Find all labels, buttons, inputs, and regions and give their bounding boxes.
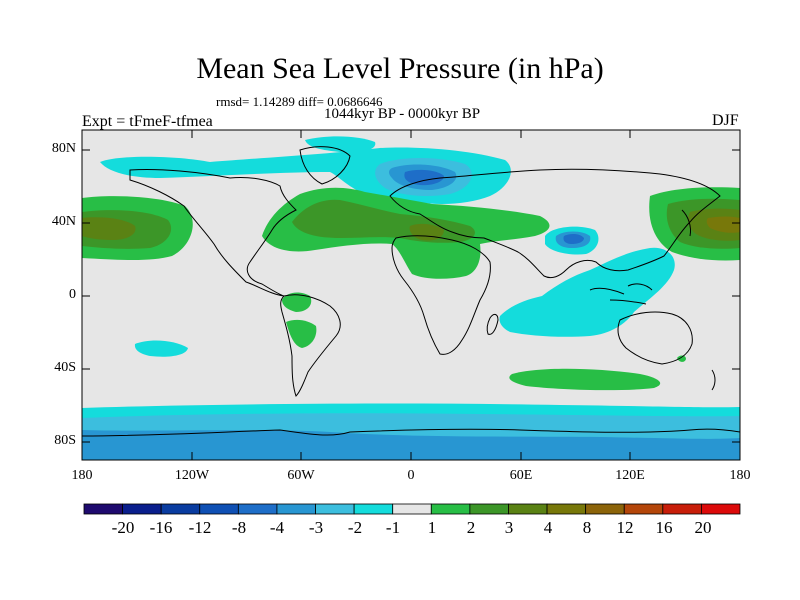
contour-antarctica-minus3: [82, 430, 740, 460]
coastlines: [82, 146, 740, 437]
map-title: Mean Sea Level Pressure (in hPa): [196, 52, 604, 85]
coast-japan: [681, 209, 691, 237]
coast-africa: [391, 235, 491, 355]
colorbar-segment: [392, 503, 432, 515]
colorbar-label: 2: [466, 518, 476, 537]
colorbar-label: 4: [543, 518, 553, 537]
colorbar-segment: [122, 503, 162, 515]
colorbar-label: -2: [347, 518, 363, 537]
y-tick-label: 80N: [51, 141, 76, 156]
coast-eurasia: [389, 168, 721, 279]
colorbar-segment: [701, 503, 741, 515]
season-label: DJF: [712, 112, 739, 129]
colorbar-segment: [160, 503, 201, 515]
colorbar-segment: [276, 503, 316, 515]
contour-south-america-plus1b: [286, 319, 317, 348]
colorbar-segment: [315, 503, 355, 515]
colorbar-label: -3: [308, 518, 324, 537]
contour-nao-minus4: [404, 169, 444, 186]
coast-australia: [617, 311, 693, 365]
colorbar-label: -16: [149, 518, 173, 537]
contour-arctic-patch-minus1: [305, 136, 376, 153]
colorbar-segment: [430, 503, 471, 515]
map-field: [82, 130, 740, 460]
x-tick-label: 0: [407, 468, 415, 483]
contour-eurasia-plus3: [409, 223, 444, 241]
colorbar-segment: [353, 503, 394, 515]
colorbar-label: 12: [616, 518, 634, 537]
coast-north-america: [129, 168, 297, 297]
x-tick-label: 120W: [174, 468, 210, 483]
contour-pacific-spot-plus1: [677, 355, 686, 362]
colorbar-label: 8: [582, 518, 592, 537]
colorbar: [83, 503, 741, 515]
colorbar-label: -1: [385, 518, 401, 537]
contour-south-america-patch-minus1: [134, 340, 188, 357]
colorbar-segment: [623, 503, 664, 515]
coast-madagascar: [486, 313, 499, 335]
period-label: 1044kyr BP - 0000kyr BP: [324, 106, 481, 122]
colorbar-segment: [662, 503, 702, 515]
x-tick-label: 180: [729, 468, 751, 483]
x-tick-label: 180: [71, 468, 93, 483]
y-tick-label: 80S: [54, 433, 76, 448]
contour-indian-ocean-minus1: [499, 247, 675, 337]
colorbar-label: -12: [188, 518, 212, 537]
y-tick-label: 0: [69, 287, 76, 302]
x-tick-label: 60E: [509, 468, 533, 483]
y-tick-label: 40S: [54, 360, 76, 375]
colorbar-label: -8: [231, 518, 247, 537]
coast-indonesia: [589, 283, 653, 305]
contour-south-america-plus1a: [282, 292, 312, 312]
colorbar-segment: [585, 503, 625, 515]
contour-south-indian-plus1: [509, 368, 661, 391]
colorbar-segment: [83, 503, 123, 515]
contour-tibet-minus4: [563, 233, 584, 244]
contour-east-pacific-plus3: [82, 217, 136, 240]
coast-new-zealand: [711, 369, 716, 391]
colorbar-segment: [508, 503, 548, 515]
colorbar-label: 3: [504, 518, 514, 537]
stats-line: rmsd= 1.14289 diff= 0.0686646: [216, 94, 383, 109]
colorbar-segment: [469, 503, 509, 515]
coast-south-america: [280, 294, 341, 397]
experiment-label: Expt = tFmeF-tfmea: [82, 113, 213, 130]
colorbar-segment: [199, 503, 239, 515]
colorbar-label: 1: [427, 518, 437, 537]
x-tick-label: 120E: [615, 468, 645, 483]
colorbar-segment: [237, 503, 278, 515]
axis-ticks: [82, 130, 740, 460]
coast-greenland: [299, 146, 351, 185]
y-tick-label: 40N: [51, 214, 76, 229]
colorbar-label: -20: [111, 518, 135, 537]
colorbar-label: -4: [269, 518, 285, 537]
colorbar-segment: [546, 503, 587, 515]
coast-antarctica: [82, 428, 740, 437]
x-tick-label: 60W: [287, 468, 315, 483]
colorbar-label: 16: [655, 518, 673, 537]
contour-west-pacific-plus4: [706, 216, 740, 233]
colorbar-label: 20: [694, 518, 712, 537]
